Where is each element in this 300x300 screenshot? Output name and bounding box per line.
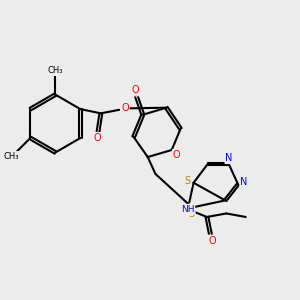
Text: CH₃: CH₃ — [48, 66, 63, 75]
Text: NH: NH — [181, 205, 194, 214]
Text: S: S — [188, 209, 194, 219]
Text: N: N — [240, 177, 248, 188]
Text: S: S — [185, 176, 191, 186]
Text: O: O — [173, 150, 181, 160]
Text: O: O — [121, 103, 129, 113]
Text: N: N — [226, 153, 233, 163]
Text: CH₃: CH₃ — [3, 152, 19, 161]
Text: O: O — [94, 133, 101, 143]
Text: O: O — [208, 236, 216, 246]
Text: O: O — [132, 85, 140, 95]
